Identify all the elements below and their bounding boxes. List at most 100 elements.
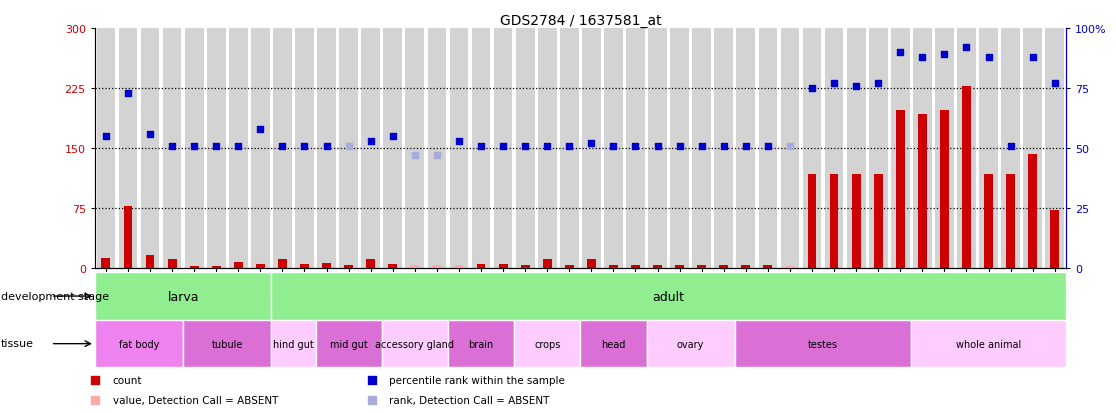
Point (626, 143, 644, 150)
Bar (212, 267, 221, 268)
Bar (362, 29, 381, 268)
Bar (786, 267, 795, 268)
Bar (448, 320, 514, 368)
Point (273, 143, 291, 150)
Point (251, 126, 269, 133)
Text: crops: crops (535, 339, 560, 349)
Bar (124, 206, 133, 268)
Bar (323, 263, 331, 268)
Text: whole animal: whole animal (956, 339, 1021, 349)
Bar (234, 262, 242, 268)
Bar (984, 174, 993, 268)
Point (892, 50, 910, 56)
Bar (802, 29, 821, 268)
Bar (271, 273, 1066, 320)
Text: brain: brain (469, 339, 493, 349)
Bar (102, 259, 110, 268)
Point (208, 143, 225, 150)
Point (1046, 81, 1064, 87)
Point (427, 152, 445, 159)
Bar (646, 320, 734, 368)
Bar (675, 265, 684, 268)
Bar (1023, 29, 1042, 268)
Point (781, 143, 799, 150)
Point (362, 138, 379, 145)
Bar (604, 29, 623, 268)
Bar (229, 29, 248, 268)
Bar (891, 29, 910, 268)
Point (759, 143, 777, 150)
Bar (493, 29, 512, 268)
Text: tubule: tubule (212, 339, 243, 349)
Point (296, 143, 314, 150)
Point (443, 270, 461, 276)
Bar (167, 260, 176, 268)
Bar (118, 29, 137, 268)
Point (406, 152, 424, 159)
Text: development stage: development stage (1, 291, 109, 301)
Bar (698, 265, 706, 268)
Bar (514, 320, 580, 368)
Bar (271, 320, 316, 368)
Point (230, 143, 248, 150)
Text: rank, Detection Call = ABSENT: rank, Detection Call = ABSENT (388, 395, 549, 405)
Point (318, 143, 336, 150)
Bar (671, 29, 689, 268)
Point (384, 133, 402, 140)
Point (825, 81, 843, 87)
Bar (918, 114, 926, 268)
Point (560, 143, 578, 150)
Bar (206, 29, 225, 268)
Point (605, 143, 623, 150)
Bar (542, 260, 551, 268)
Bar (251, 29, 270, 268)
Text: value, Detection Call = ABSENT: value, Detection Call = ABSENT (113, 395, 278, 405)
Point (163, 143, 181, 150)
Bar (741, 265, 750, 268)
Bar (1046, 29, 1065, 268)
Bar (339, 29, 358, 268)
Point (583, 140, 600, 147)
Bar (516, 29, 535, 268)
Point (443, 93, 461, 99)
Bar (759, 29, 777, 268)
Text: percentile rank within the sample: percentile rank within the sample (388, 375, 565, 385)
Point (737, 143, 754, 150)
Text: fat body: fat body (118, 339, 160, 349)
Point (980, 55, 998, 61)
Point (671, 143, 689, 150)
Bar (692, 29, 711, 268)
Bar (913, 29, 932, 268)
Bar (538, 29, 557, 268)
Bar (317, 29, 336, 268)
Point (847, 83, 865, 90)
Bar (587, 260, 596, 268)
Text: mid gut: mid gut (329, 339, 367, 349)
Text: ovary: ovary (677, 339, 704, 349)
Bar (366, 260, 375, 268)
Bar (1028, 154, 1037, 268)
Point (648, 143, 666, 150)
Bar (295, 29, 314, 268)
Bar (626, 29, 645, 268)
Text: tissue: tissue (1, 339, 35, 349)
Bar (962, 86, 971, 268)
Point (935, 52, 953, 59)
Bar (847, 29, 866, 268)
Point (958, 45, 975, 51)
Text: adult: adult (653, 290, 684, 303)
Bar (829, 175, 838, 268)
Bar (300, 264, 309, 268)
Bar (411, 265, 420, 268)
Bar (405, 29, 424, 268)
Bar (734, 320, 912, 368)
Bar (1007, 174, 1016, 268)
Point (1023, 55, 1041, 61)
Bar (273, 29, 291, 268)
Bar (433, 265, 441, 268)
Bar (852, 174, 860, 268)
Bar (912, 320, 1066, 368)
Bar (714, 29, 733, 268)
Text: testes: testes (808, 339, 838, 349)
Point (715, 143, 733, 150)
